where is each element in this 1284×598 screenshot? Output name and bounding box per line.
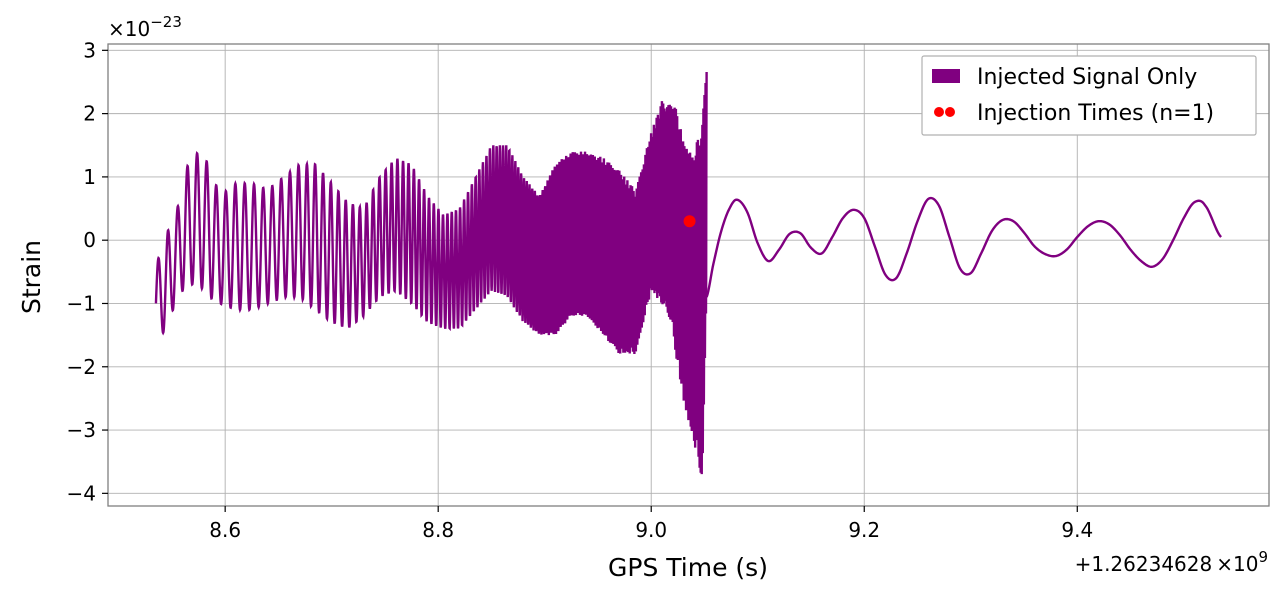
- legend: Injected Signal Only Injection Times (n=…: [921, 55, 1257, 136]
- x-axis-label: GPS Time (s): [608, 553, 768, 582]
- y-tick-label: −2: [67, 355, 96, 379]
- x-tick-label: 8.8: [422, 518, 454, 542]
- y-tick-label: −4: [67, 481, 96, 505]
- legend-marker-injection-times: [934, 107, 944, 117]
- x-tick-label: 9.0: [635, 518, 667, 542]
- y-axis-label: Strain: [17, 240, 46, 314]
- series-layer: [154, 71, 1222, 475]
- legend-swatch-injected-signal: [932, 69, 960, 83]
- y-tick-label: 1: [83, 165, 96, 189]
- y-tick-label: −3: [67, 418, 96, 442]
- y-axis: −4 −3 −2 −1 0 1 2 3: [67, 38, 108, 505]
- injected-signal-ringdown: [705, 196, 1222, 298]
- y-tick-label: 3: [83, 38, 96, 62]
- legend-label-injection-times: Injection Times (n=1): [977, 101, 1214, 126]
- plot-frame: [107, 43, 1270, 507]
- y-tick-label: 0: [83, 228, 96, 252]
- y-tick-label: 2: [83, 102, 96, 126]
- injected-signal-inspiral: [154, 71, 708, 475]
- y-multiplier: ×10−23: [108, 13, 182, 41]
- legend-label-injected-signal: Injected Signal Only: [977, 65, 1197, 90]
- x-axis: 8.6 8.8 9.0 9.2 9.4: [209, 506, 1093, 542]
- injection-time-point: [683, 215, 696, 228]
- y-tick-label: −1: [67, 291, 96, 315]
- x-offset-label: +1.26234628 ×109: [1075, 548, 1268, 576]
- legend-marker-injection-times-2: [945, 107, 955, 117]
- x-tick-label: 9.4: [1061, 518, 1093, 542]
- legend-frame: [921, 55, 1257, 136]
- x-tick-label: 8.6: [209, 518, 241, 542]
- x-tick-label: 9.2: [848, 518, 880, 542]
